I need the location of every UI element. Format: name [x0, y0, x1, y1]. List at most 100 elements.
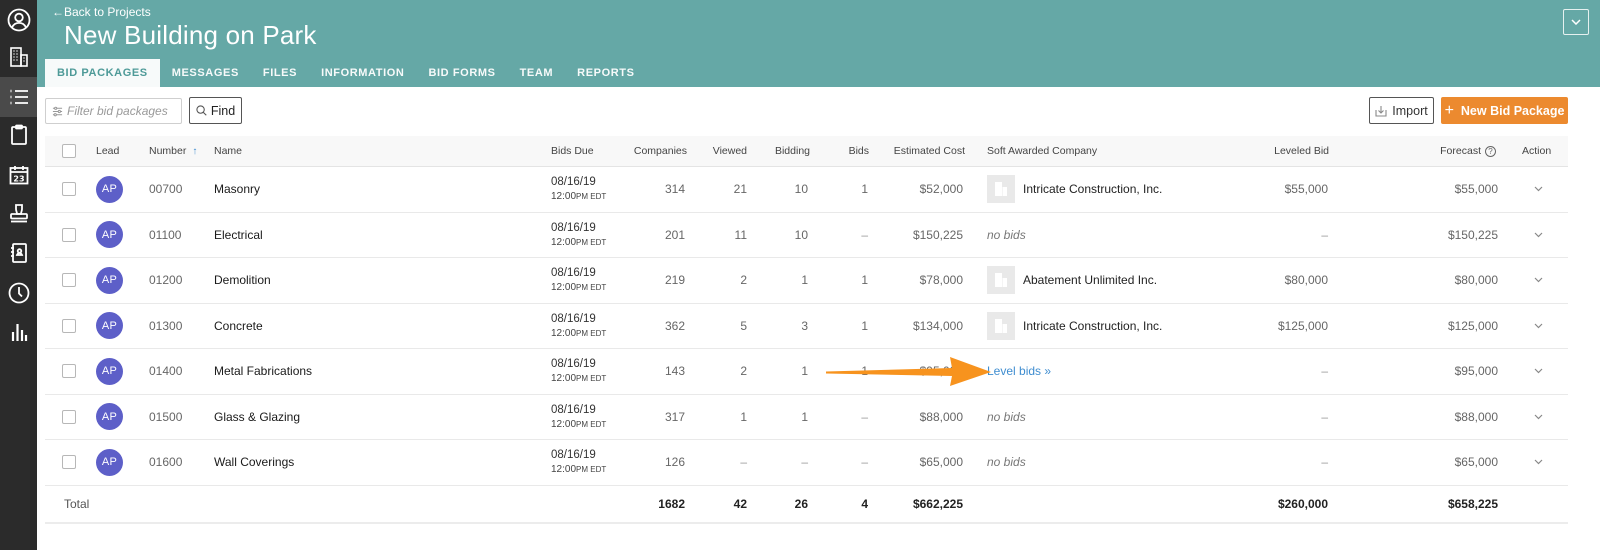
column-header-lead[interactable]: Lead	[96, 145, 120, 157]
column-header-number[interactable]: Number ↑	[149, 136, 197, 166]
companies-cell: 143	[664, 364, 685, 379]
sidebar-item-clipboard[interactable]	[0, 115, 37, 155]
column-header-leveled-bid[interactable]: Leveled Bid	[1274, 145, 1329, 157]
user-circle-icon	[7, 8, 30, 32]
column-header-bidding[interactable]: Bidding	[774, 145, 810, 157]
select-all-checkbox[interactable]	[62, 144, 76, 158]
bids-cell: –	[861, 455, 868, 470]
name-link[interactable]: Masonry	[214, 182, 261, 197]
column-header-name[interactable]: Name	[214, 145, 243, 157]
sidebar-item-profile[interactable]	[0, 0, 37, 40]
name-link[interactable]: Concrete	[214, 318, 263, 333]
name-link[interactable]: Wall Coverings	[214, 455, 295, 470]
row-action-dropdown[interactable]	[1534, 213, 1543, 258]
row-checkbox[interactable]	[62, 182, 76, 197]
bids-cell: –	[861, 409, 868, 424]
soft-awarded-company-name[interactable]: Abatement Unlimited Inc.	[1023, 273, 1158, 288]
due-time: 12:00PM EDT	[551, 236, 607, 248]
column-header-viewed[interactable]: Viewed	[712, 145, 747, 157]
sidebar-item-stamp[interactable]	[0, 194, 37, 234]
chevron-down-icon	[1534, 459, 1543, 465]
soft-awarded-cell: Intricate Construction, Inc.	[987, 167, 1162, 212]
tab-bid-forms[interactable]: BID FORMS	[428, 67, 496, 79]
column-header-estimated-cost[interactable]: Estimated Cost	[893, 145, 965, 157]
table-row[interactable]: AP 01400 Metal Fabrications 08/16/19 12:…	[45, 349, 1568, 395]
row-checkbox[interactable]	[62, 318, 76, 333]
import-button[interactable]: Import	[1369, 97, 1434, 124]
table-row[interactable]: AP 01100 Electrical 08/16/19 12:00PM EDT…	[45, 213, 1568, 258]
soft-awarded-cell: no bids	[987, 395, 1026, 440]
tab-reports[interactable]: REPORTS	[577, 67, 635, 79]
row-checkbox[interactable]	[62, 273, 76, 288]
name-link[interactable]: Glass & Glazing	[214, 409, 301, 424]
row-checkbox[interactable]	[62, 227, 76, 242]
column-header-bids[interactable]: Bids	[848, 145, 869, 157]
new-bid-package-button[interactable]: + New Bid Package	[1441, 97, 1568, 124]
table-row[interactable]: AP 01300 Concrete 08/16/19 12:00PM EDT 3…	[45, 304, 1568, 349]
name-link[interactable]: Metal Fabrications	[214, 364, 313, 379]
row-select-cell	[62, 258, 76, 303]
help-icon[interactable]: ?	[1485, 145, 1496, 157]
row-checkbox[interactable]	[62, 364, 76, 379]
find-button[interactable]: Find	[189, 97, 242, 124]
sidebar-item-contacts[interactable]	[0, 233, 37, 273]
tab-team[interactable]: TEAM	[519, 67, 554, 79]
column-header-bids-due[interactable]: Bids Due	[551, 145, 594, 157]
avatar: AP	[96, 312, 123, 340]
row-checkbox[interactable]	[62, 455, 76, 470]
sidebar-item-reports[interactable]	[0, 312, 37, 352]
column-header-soft-awarded[interactable]: Soft Awarded Company	[987, 145, 1098, 157]
sidebar-item-calendar[interactable]: 23	[0, 155, 37, 195]
name-link[interactable]: Demolition	[214, 273, 271, 288]
import-label: Import	[1392, 103, 1428, 118]
project-menu-dropdown[interactable]	[1563, 9, 1589, 35]
row-action-dropdown[interactable]	[1534, 304, 1543, 349]
table-row[interactable]: AP 01600 Wall Coverings 08/16/19 12:00PM…	[45, 440, 1568, 486]
name-link[interactable]: Electrical	[214, 227, 263, 242]
row-action-dropdown[interactable]	[1534, 440, 1543, 485]
row-action-dropdown[interactable]	[1534, 167, 1543, 212]
tab-messages[interactable]: MESSAGES	[171, 67, 239, 79]
level-bids-link[interactable]: Level bids »	[987, 364, 1052, 379]
avatar: AP	[96, 357, 123, 385]
bids-due-cell: 08/16/19 12:00PM EDT	[551, 213, 606, 258]
due-time: 12:00PM EDT	[551, 191, 607, 203]
leveled-bid-cell: –	[1321, 455, 1328, 470]
tab-files[interactable]: FILES	[262, 67, 298, 79]
sidebar-item-bid-list[interactable]	[0, 77, 37, 117]
soft-awarded-company-name[interactable]: Intricate Construction, Inc.	[1023, 182, 1163, 197]
due-time: 12:00PM EDT	[551, 282, 607, 294]
company-logo	[987, 311, 1015, 340]
leveled-bid-cell: –	[1321, 227, 1328, 242]
back-to-projects-link[interactable]: ←Back to Projects	[52, 5, 151, 19]
building-icon	[995, 273, 1007, 288]
bidding-cell: 3	[801, 318, 808, 333]
sidebar-item-companies[interactable]	[0, 37, 37, 77]
filter-field[interactable]	[45, 98, 182, 124]
lead-cell: AP	[96, 258, 123, 303]
row-action-dropdown[interactable]	[1534, 349, 1543, 394]
row-checkbox[interactable]	[62, 409, 76, 424]
sort-ascending-icon: ↑	[192, 145, 198, 157]
column-header-forecast[interactable]: Forecast?	[1425, 136, 1496, 166]
table-row[interactable]: AP 00700 Masonry 08/16/19 12:00PM EDT 31…	[45, 167, 1568, 213]
filter-input[interactable]	[67, 104, 182, 118]
chevron-down-icon	[1534, 368, 1543, 374]
tab-bid-packages[interactable]: BID PACKAGES	[45, 59, 160, 87]
table-row[interactable]: AP 01500 Glass & Glazing 08/16/19 12:00P…	[45, 395, 1568, 440]
building-icon	[9, 47, 28, 67]
tab-information[interactable]: INFORMATION	[321, 67, 405, 79]
soft-awarded-company-name[interactable]: Intricate Construction, Inc.	[1023, 318, 1163, 333]
no-bids-label: no bids	[987, 227, 1026, 242]
number-cell: 01100	[149, 227, 182, 242]
row-action-dropdown[interactable]	[1534, 395, 1543, 440]
row-select-cell	[62, 167, 76, 212]
sidebar-item-history[interactable]	[0, 273, 37, 313]
lead-cell: AP	[96, 167, 123, 212]
page-title: New Building on Park	[64, 20, 317, 50]
table-row[interactable]: AP 01200 Demolition 08/16/19 12:00PM EDT…	[45, 258, 1568, 304]
column-header-companies[interactable]: Companies	[633, 145, 687, 157]
total-bids: 4	[861, 496, 868, 511]
due-date: 08/16/19	[551, 403, 596, 416]
row-action-dropdown[interactable]	[1534, 258, 1543, 303]
